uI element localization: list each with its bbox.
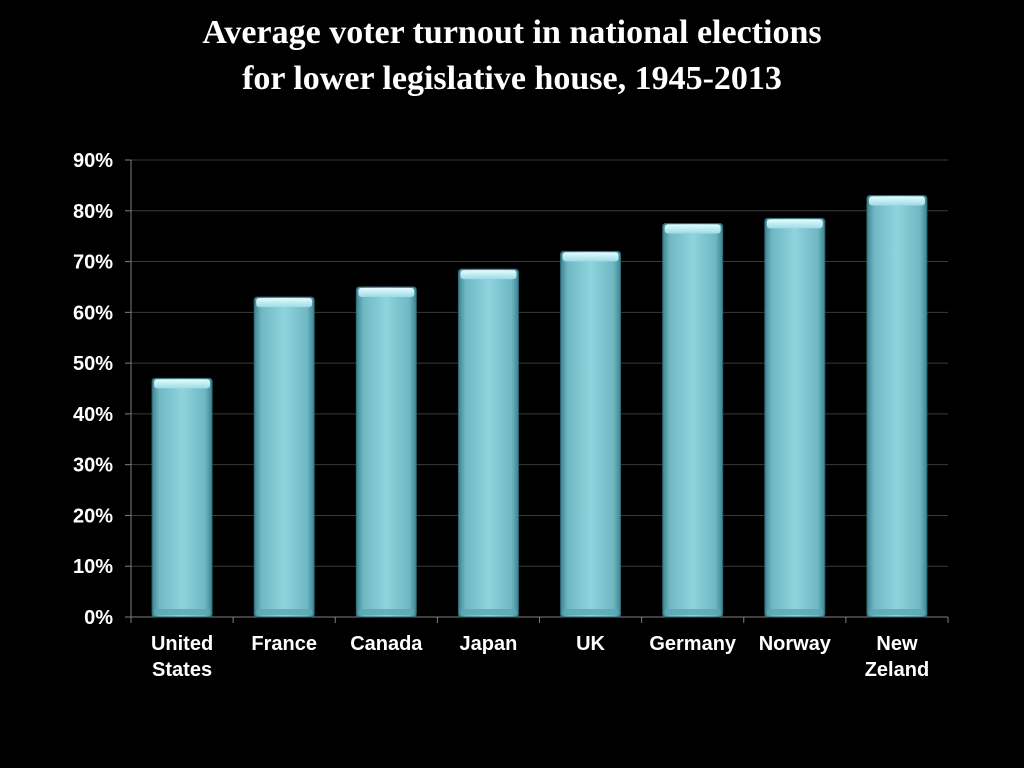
x-category-label-line: Zeland [865,659,929,681]
bar-base [154,609,211,615]
x-category-label-line: States [152,659,212,681]
bar [662,222,724,618]
chart-title: Average voter turnout in national electi… [0,10,1024,102]
bar-base [460,609,517,615]
y-tick-label: 80% [73,201,113,223]
bar-highlight [664,224,721,234]
bar-body [866,195,928,618]
bar-highlight [460,270,517,280]
bar-body [151,377,213,618]
chart-title-line-1: Average voter turnout in national electi… [202,14,822,51]
bar-highlight [256,298,313,308]
y-tick-label: 90% [73,150,113,172]
gridlines [131,159,948,567]
bar-body [560,250,622,618]
bar [560,250,622,618]
bar-body [253,296,315,618]
y-tick-label: 70% [73,252,113,274]
bars [151,195,928,618]
bar-highlight [766,219,823,229]
x-category-label-line: UK [576,633,605,655]
bar [355,286,417,618]
bar-base [358,609,415,615]
y-tick-label: 60% [73,302,113,324]
chart-title-line-2: for lower legislative house, 1945-2013 [242,60,782,97]
x-category-label-line: United [151,633,213,655]
y-tick-label: 30% [73,455,113,477]
bar [253,296,315,618]
x-category-label: New Zeland [865,633,929,681]
bar-base [868,609,925,615]
x-category-label: Canada [350,633,423,655]
bar-highlight [562,252,619,262]
x-category-label-line: France [251,633,317,655]
bar-highlight [868,196,925,206]
x-axis-category-labels: United States France Canada Japan UK Germany No… [151,633,929,681]
x-category-label: Norway [759,633,832,655]
x-category-label-line: Canada [350,633,423,655]
bar-body [355,286,417,618]
bar-base [256,609,313,615]
x-category-label: Germany [649,633,737,655]
x-category-label-line: Japan [460,633,518,655]
y-tick-label: 10% [73,556,113,578]
bar-body [662,222,724,618]
bar-highlight [358,287,415,297]
y-tick-label: 20% [73,505,113,527]
bar-base [766,609,823,615]
x-category-label: United States [151,633,213,681]
bar [764,217,826,618]
bar-base [562,609,619,615]
bar-body [764,217,826,618]
bar [151,377,213,618]
bar-base [664,609,721,615]
y-axis-tick-labels: 0% 10% 20% 30% 40% 50% 60% 70% 80% 90% [73,150,113,629]
y-tick-label: 0% [84,607,113,629]
x-category-label: France [251,633,317,655]
bar-body [457,268,519,618]
x-category-label-line: Norway [759,633,832,655]
x-category-label: Japan [460,633,518,655]
y-tick-label: 50% [73,353,113,375]
bar [457,268,519,618]
x-category-label-line: New [876,633,918,655]
bar [866,195,928,618]
x-category-label-line: Germany [649,633,737,655]
x-category-label: UK [576,633,605,655]
y-tick-label: 40% [73,404,113,426]
bar-highlight [154,379,211,389]
